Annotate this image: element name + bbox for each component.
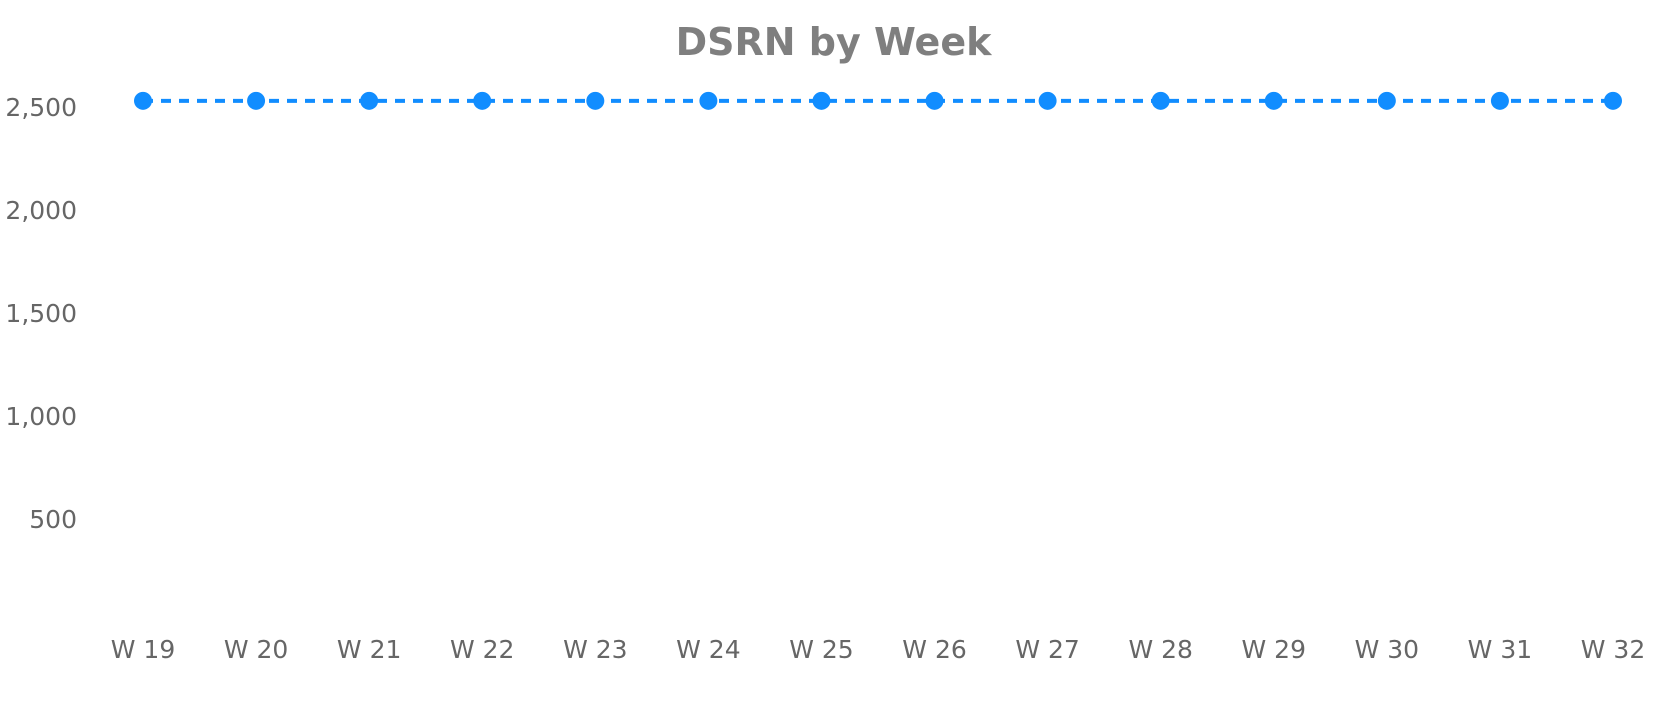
x-tick-label: W 21 — [337, 635, 401, 664]
data-point[interactable] — [925, 91, 944, 110]
x-tick-label: W 27 — [1015, 635, 1079, 664]
data-point[interactable] — [134, 91, 152, 110]
x-tick-label: W 20 — [224, 635, 288, 664]
y-tick-label: 2,500 — [5, 93, 77, 122]
data-point[interactable] — [586, 91, 605, 110]
data-point[interactable] — [1377, 91, 1396, 110]
x-tick-label: W 24 — [676, 635, 740, 664]
data-point[interactable] — [247, 91, 266, 110]
data-point[interactable] — [1151, 91, 1170, 110]
x-tick-label: W 25 — [789, 635, 853, 664]
chart-title: DSRN by Week — [675, 20, 992, 64]
data-point[interactable] — [360, 91, 379, 110]
x-axis: W 19 W 20 W 21 W 22 W 23 W 24 W 25 W 26 W 27 W 28… — [111, 635, 1645, 664]
x-tick-label: W 29 — [1242, 635, 1306, 664]
x-tick-label: W 22 — [450, 635, 514, 664]
data-point[interactable] — [812, 91, 831, 110]
x-tick-label: W 31 — [1468, 635, 1532, 664]
y-tick-label: 500 — [29, 505, 77, 534]
y-tick-label: 1,000 — [5, 402, 77, 431]
series-layer — [134, 91, 1622, 110]
y-tick-label: 1,500 — [5, 299, 77, 328]
x-tick-label: W 32 — [1581, 635, 1645, 664]
x-tick-label: W 26 — [902, 635, 966, 664]
x-tick-label: W 19 — [111, 635, 175, 664]
y-axis: 500 1,000 1,500 2,000 2,500 — [5, 93, 77, 534]
data-point[interactable] — [1490, 91, 1509, 110]
data-point[interactable] — [473, 91, 492, 110]
data-point[interactable] — [1604, 91, 1622, 110]
data-point[interactable] — [1264, 91, 1283, 110]
data-point[interactable] — [1038, 91, 1057, 110]
x-tick-label: W 28 — [1128, 635, 1192, 664]
x-tick-label: W 23 — [563, 635, 627, 664]
data-point[interactable] — [699, 91, 718, 110]
y-tick-label: 2,000 — [5, 196, 77, 225]
x-tick-label: W 30 — [1355, 635, 1419, 664]
